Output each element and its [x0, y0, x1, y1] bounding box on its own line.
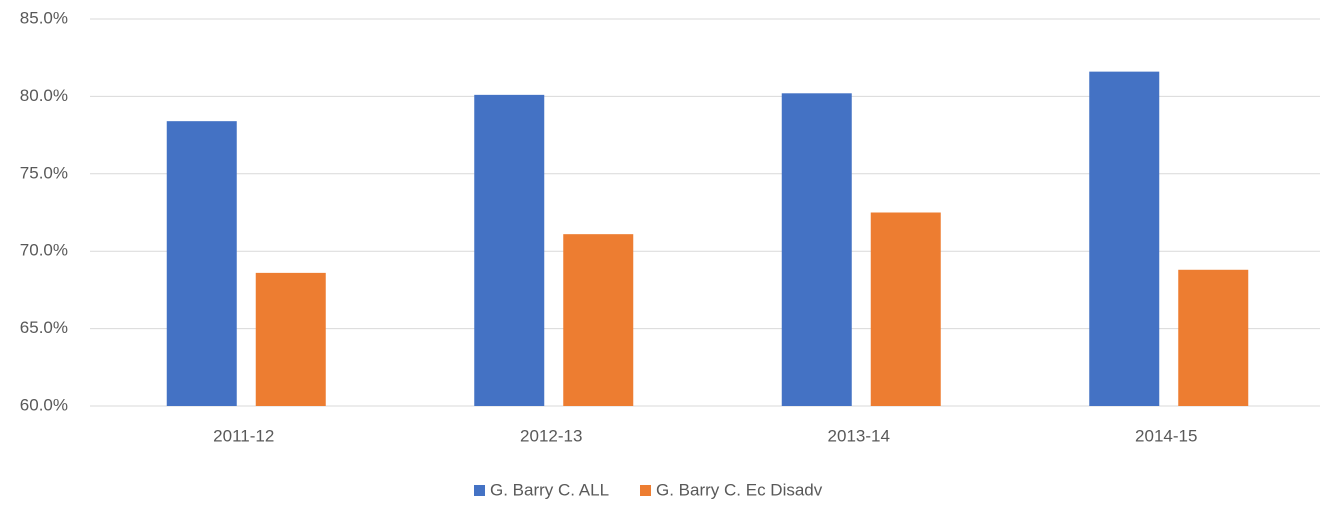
x-tick-label: 2013-14: [828, 426, 890, 445]
bar: [166, 121, 237, 406]
y-tick-label: 85.0%: [20, 8, 68, 27]
bar: [255, 272, 326, 406]
bar: [474, 94, 545, 407]
legend-swatch: [640, 485, 651, 496]
legend-label: G. Barry C. Ec Disadv: [656, 480, 823, 499]
bar: [1089, 71, 1160, 406]
y-tick-label: 65.0%: [20, 318, 68, 337]
legend-label: G. Barry C. ALL: [490, 480, 609, 499]
y-tick-label: 75.0%: [20, 163, 68, 182]
bar: [1178, 269, 1249, 406]
y-tick-label: 80.0%: [20, 86, 68, 105]
x-tick-label: 2014-15: [1135, 426, 1197, 445]
y-tick-label: 70.0%: [20, 241, 68, 260]
y-tick-label: 60.0%: [20, 395, 68, 414]
x-tick-label: 2012-13: [520, 426, 582, 445]
bar: [563, 234, 634, 406]
bar: [870, 212, 941, 406]
bar: [781, 93, 852, 406]
x-tick-label: 2011-12: [213, 426, 274, 445]
legend-swatch: [474, 485, 485, 496]
